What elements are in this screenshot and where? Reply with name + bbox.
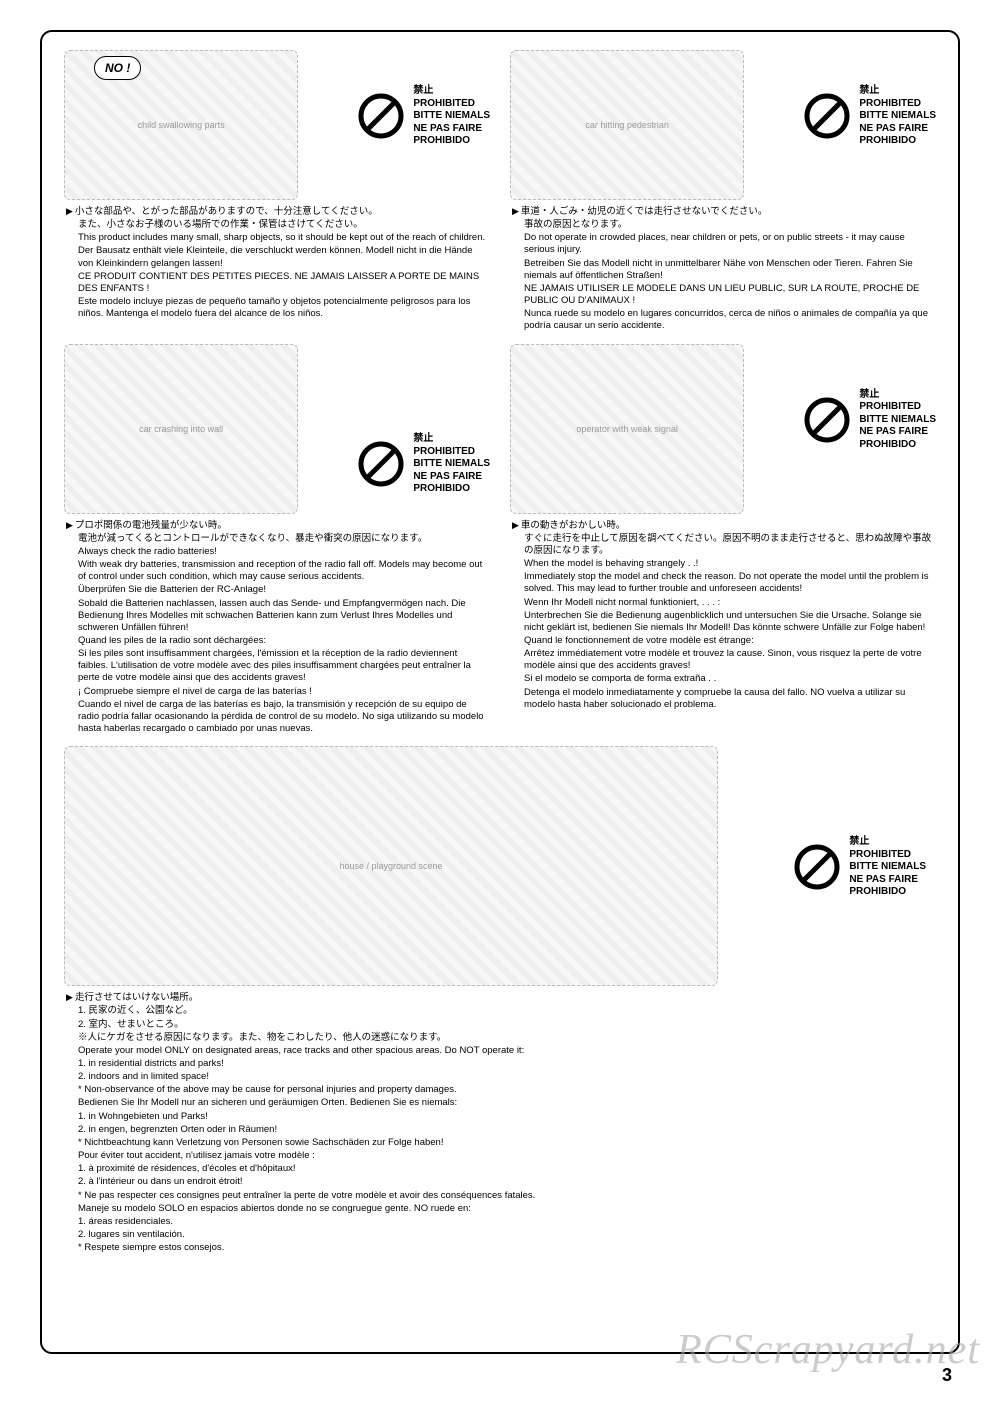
prohibit-es: PROHIBIDO bbox=[413, 135, 490, 148]
s1-de: Der Bausatz enthält viele Kleinteile, di… bbox=[66, 245, 488, 269]
s3-fr1: Quand les piles de la radio sont décharg… bbox=[66, 635, 488, 647]
prohibit-text-1: 禁止 PROHIBITED BITTE NIEMALS NE PAS FAIRE… bbox=[413, 85, 490, 148]
s3-es1: ¡ Compruebe siempre el nivel de carga de… bbox=[66, 686, 488, 698]
prohibit-text-3: 禁止 PROHIBITED BITTE NIEMALS NE PAS FAIRE… bbox=[413, 433, 490, 496]
text-s3: プロポ関係の電池残量が少ない時。 電池が減ってくるとコントロールができなくなり、… bbox=[64, 514, 490, 747]
s5-fr4: * Ne pas respecter ces consignes peut en… bbox=[66, 1190, 934, 1202]
s3-jp2: 電池が減ってくるとコントロールができなくなり、暴走や衝突の原因になります。 bbox=[66, 533, 488, 545]
illus-5: house / playground scene 禁止 PROHIBITED B… bbox=[64, 746, 936, 986]
s5-de4: * Nichtbeachtung kann Verletzung von Per… bbox=[66, 1137, 934, 1149]
s3-en1: Always check the radio batteries! bbox=[66, 546, 488, 558]
s5-jp1: 走行させてはいけない場所。 bbox=[66, 992, 934, 1004]
s3-en2: With weak dry batteries, transmission an… bbox=[66, 559, 488, 583]
prohibit-icon bbox=[357, 440, 405, 488]
s5-es3: 2. lugares sin ventilación. bbox=[66, 1229, 934, 1241]
page-frame: NO ! child swallowing parts 禁止 PROHIBITE… bbox=[40, 30, 960, 1354]
s5-de3: 2. in engen, begrenzten Orten oder in Rä… bbox=[66, 1124, 934, 1136]
s5-en4: * Non-observance of the above may be cau… bbox=[66, 1084, 934, 1096]
s5-jp3: 2. 室内、せまいところ。 bbox=[66, 1019, 934, 1031]
page-number: 3 bbox=[942, 1365, 952, 1386]
s5-en3: 2. indoors and in limited space! bbox=[66, 1071, 934, 1083]
text-s1: 小さな部品や、とがった部品がありますので、十分注意してください。 また、小さなお… bbox=[64, 200, 490, 344]
illus-4-placeholder: operator with weak signal bbox=[510, 344, 744, 514]
row-2: car crashing into wall 禁止 PROHIBITED BIT… bbox=[64, 344, 936, 514]
col-1-right: car hitting pedestrian 禁止 PROHIBITED BIT… bbox=[510, 50, 936, 200]
prohibit-jp: 禁止 bbox=[413, 85, 490, 98]
row-2-text: プロポ関係の電池残量が少ない時。 電池が減ってくるとコントロールができなくなり、… bbox=[64, 514, 936, 747]
prohibit-icon bbox=[793, 843, 841, 891]
s5-fr3: 2. à l'intérieur ou dans un endroit étro… bbox=[66, 1176, 934, 1188]
illus-1: NO ! child swallowing parts 禁止 PROHIBITE… bbox=[64, 50, 490, 200]
s4-en1: When the model is behaving strangely . .… bbox=[512, 558, 934, 570]
s5-jp4: ※人にケガをさせる原因になります。また、物をこわしたり、他人の迷惑になります。 bbox=[66, 1032, 934, 1044]
illus-2: car hitting pedestrian 禁止 PROHIBITED BIT… bbox=[510, 50, 936, 200]
s4-es1: Si el modelo se comporta de forma extrañ… bbox=[512, 673, 934, 685]
s1-jp1: 小さな部品や、とがった部品がありますので、十分注意してください。 bbox=[66, 206, 488, 218]
row-1-text: 小さな部品や、とがった部品がありますので、十分注意してください。 また、小さなお… bbox=[64, 200, 936, 344]
s5-en2: 1. in residential districts and parks! bbox=[66, 1058, 934, 1070]
illus-2-placeholder: car hitting pedestrian bbox=[510, 50, 744, 200]
prohibit-icon bbox=[803, 92, 851, 140]
s2-jp1: 車道・人ごみ・幼児の近くでは走行させないでください。 bbox=[512, 206, 934, 218]
prohibit-text-5: 禁止 PROHIBITED BITTE NIEMALS NE PAS FAIRE… bbox=[849, 836, 926, 899]
s1-es: Este modelo incluye piezas de pequeño ta… bbox=[66, 296, 488, 320]
illus-5-placeholder: house / playground scene bbox=[64, 746, 718, 986]
prohibit-de: BITTE NIEMALS bbox=[413, 110, 490, 123]
prohibit-text-2: 禁止 PROHIBITED BITTE NIEMALS NE PAS FAIRE… bbox=[859, 85, 936, 148]
s3-de1: Überprüfen Sie die Batterien der RC-Anla… bbox=[66, 584, 488, 596]
s4-de1: Wenn Ihr Modell nicht normal funktionier… bbox=[512, 597, 934, 609]
s1-en: This product includes many small, sharp … bbox=[66, 232, 488, 244]
prohibit-icon bbox=[803, 396, 851, 444]
s2-jp2: 事故の原因となります。 bbox=[512, 219, 934, 231]
s5-es4: * Respete siempre estos consejos. bbox=[66, 1242, 934, 1254]
s3-jp1: プロポ関係の電池残量が少ない時。 bbox=[66, 520, 488, 532]
s5-jp2: 1. 民家の近く、公園など。 bbox=[66, 1005, 934, 1017]
prohibit-2: 禁止 PROHIBITED BITTE NIEMALS NE PAS FAIRE… bbox=[803, 85, 936, 148]
illus-4: operator with weak signal 禁止 PROHIBITED … bbox=[510, 344, 936, 514]
s2-fr: NE JAMAIS UTILISER LE MODELE DANS UN LIE… bbox=[512, 283, 934, 307]
illus-3: car crashing into wall 禁止 PROHIBITED BIT… bbox=[64, 344, 490, 514]
s5-fr1: Pour éviter tout accident, n'utilisez ja… bbox=[66, 1150, 934, 1162]
s4-jp1: 車の動きがおかしい時。 bbox=[512, 520, 934, 532]
s1-jp2: また、小さなお子様のいる場所での作業・保管はさけてください。 bbox=[66, 219, 488, 231]
text-s2: 車道・人ごみ・幼児の近くでは走行させないでください。 事故の原因となります。 D… bbox=[510, 200, 936, 344]
s2-es: Nunca ruede su modelo en lugares concurr… bbox=[512, 308, 934, 332]
s4-fr1: Quand le fonctionnement de votre modèle … bbox=[512, 635, 934, 647]
s4-fr2: Arrêtez immédiatement votre modèle et tr… bbox=[512, 648, 934, 672]
illus-3-placeholder: car crashing into wall bbox=[64, 344, 298, 514]
row-1: NO ! child swallowing parts 禁止 PROHIBITE… bbox=[64, 50, 936, 200]
s4-es2: Detenga el modelo inmediatamente y compr… bbox=[512, 687, 934, 711]
s4-de2: Unterbrechen Sie die Bedienung augenblic… bbox=[512, 610, 934, 634]
s4-jp2: すぐに走行を中止して原因を調べてください。原因不明のまま走行させると、思わぬ故障… bbox=[512, 533, 934, 557]
col-2-right: operator with weak signal 禁止 PROHIBITED … bbox=[510, 344, 936, 514]
s4-en2: Immediately stop the model and check the… bbox=[512, 571, 934, 595]
text-s4: 車の動きがおかしい時。 すぐに走行を中止して原因を調べてください。原因不明のまま… bbox=[510, 514, 936, 747]
s3-fr2: Si les piles sont insuffisamment chargée… bbox=[66, 648, 488, 684]
col-2-left: car crashing into wall 禁止 PROHIBITED BIT… bbox=[64, 344, 490, 514]
s2-de: Betreiben Sie das Modell nicht in unmitt… bbox=[512, 258, 934, 282]
s5-de1: Bedienen Sie Ihr Modell nur an sicheren … bbox=[66, 1097, 934, 1109]
s5-fr2: 1. à proximité de résidences, d'écoles e… bbox=[66, 1163, 934, 1175]
prohibit-4: 禁止 PROHIBITED BITTE NIEMALS NE PAS FAIRE… bbox=[803, 389, 936, 452]
s5-es1: Maneje su modelo SOLO en espacios abiert… bbox=[66, 1203, 934, 1215]
prohibit-1: 禁止 PROHIBITED BITTE NIEMALS NE PAS FAIRE… bbox=[357, 85, 490, 148]
speech-bubble: NO ! bbox=[94, 56, 141, 80]
s3-de2: Sobald die Batterien nachlassen, lassen … bbox=[66, 598, 488, 634]
prohibit-5: 禁止 PROHIBITED BITTE NIEMALS NE PAS FAIRE… bbox=[793, 836, 926, 899]
prohibit-3: 禁止 PROHIBITED BITTE NIEMALS NE PAS FAIRE… bbox=[357, 433, 490, 496]
s2-en: Do not operate in crowded places, near c… bbox=[512, 232, 934, 256]
col-1-left: NO ! child swallowing parts 禁止 PROHIBITE… bbox=[64, 50, 490, 200]
text-s5: 走行させてはいけない場所。 1. 民家の近く、公園など。 2. 室内、せまいとこ… bbox=[64, 986, 936, 1265]
s5-es2: 1. áreas residenciales. bbox=[66, 1216, 934, 1228]
prohibit-icon bbox=[357, 92, 405, 140]
prohibit-en: PROHIBITED bbox=[413, 98, 490, 111]
s5-en1: Operate your model ONLY on designated ar… bbox=[66, 1045, 934, 1057]
s1-fr: CE PRODUIT CONTIENT DES PETITES PIECES. … bbox=[66, 271, 488, 295]
s5-de2: 1. in Wohngebieten und Parks! bbox=[66, 1111, 934, 1123]
s3-es2: Cuando el nivel de carga de las baterías… bbox=[66, 699, 488, 735]
prohibit-fr: NE PAS FAIRE bbox=[413, 123, 490, 136]
prohibit-text-4: 禁止 PROHIBITED BITTE NIEMALS NE PAS FAIRE… bbox=[859, 389, 936, 452]
